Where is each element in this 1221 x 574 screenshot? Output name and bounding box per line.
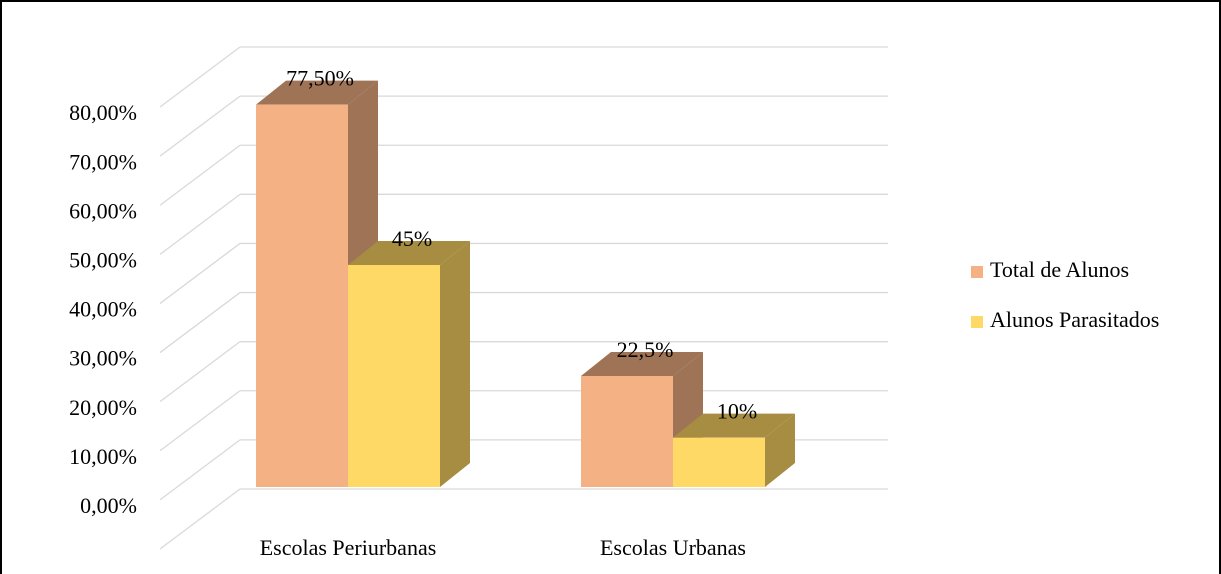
bar — [348, 265, 440, 487]
legend-swatch — [971, 266, 983, 278]
bar-top — [256, 80, 378, 105]
grid-line-side — [159, 341, 241, 403]
y-tick-label: 30,00% — [69, 346, 137, 371]
legend-swatch — [971, 316, 983, 328]
value-label: 77,50% — [286, 66, 354, 91]
grid-line-side — [159, 46, 241, 108]
bar-side — [765, 413, 795, 487]
bar-top — [348, 241, 470, 265]
bar-side — [440, 241, 470, 487]
x-tick-label: Escolas Periurbanas — [260, 535, 437, 560]
value-label: 10% — [717, 399, 757, 424]
y-tick-label: 10,00% — [69, 444, 137, 469]
grid-line-side — [159, 390, 241, 452]
bar — [256, 104, 348, 488]
grid-line-side — [159, 95, 241, 157]
grid-line-side — [159, 488, 241, 550]
y-tick-label: 70,00% — [69, 149, 137, 174]
grid-line-side — [159, 242, 241, 304]
bar — [581, 376, 673, 487]
y-tick-label: 60,00% — [69, 198, 137, 223]
grid-line-side — [159, 439, 241, 501]
legend-label: Alunos Parasitados — [990, 307, 1159, 332]
y-tick-label: 80,00% — [69, 100, 137, 125]
y-tick-label: 0,00% — [80, 493, 137, 518]
y-tick-label: 20,00% — [69, 395, 137, 420]
value-label: 22,5% — [617, 337, 674, 362]
y-tick-label: 40,00% — [69, 297, 137, 322]
bar-top — [673, 413, 795, 438]
bar-top — [581, 352, 703, 376]
x-tick-label: Escolas Urbanas — [600, 535, 746, 560]
legend-label: Total de Alunos — [990, 257, 1129, 282]
grid-line-side — [159, 292, 241, 354]
bar — [673, 437, 765, 487]
grid-line-side — [159, 144, 241, 206]
grid-line-side — [159, 193, 241, 255]
value-label: 45% — [392, 226, 432, 251]
y-tick-label: 50,00% — [69, 247, 137, 272]
